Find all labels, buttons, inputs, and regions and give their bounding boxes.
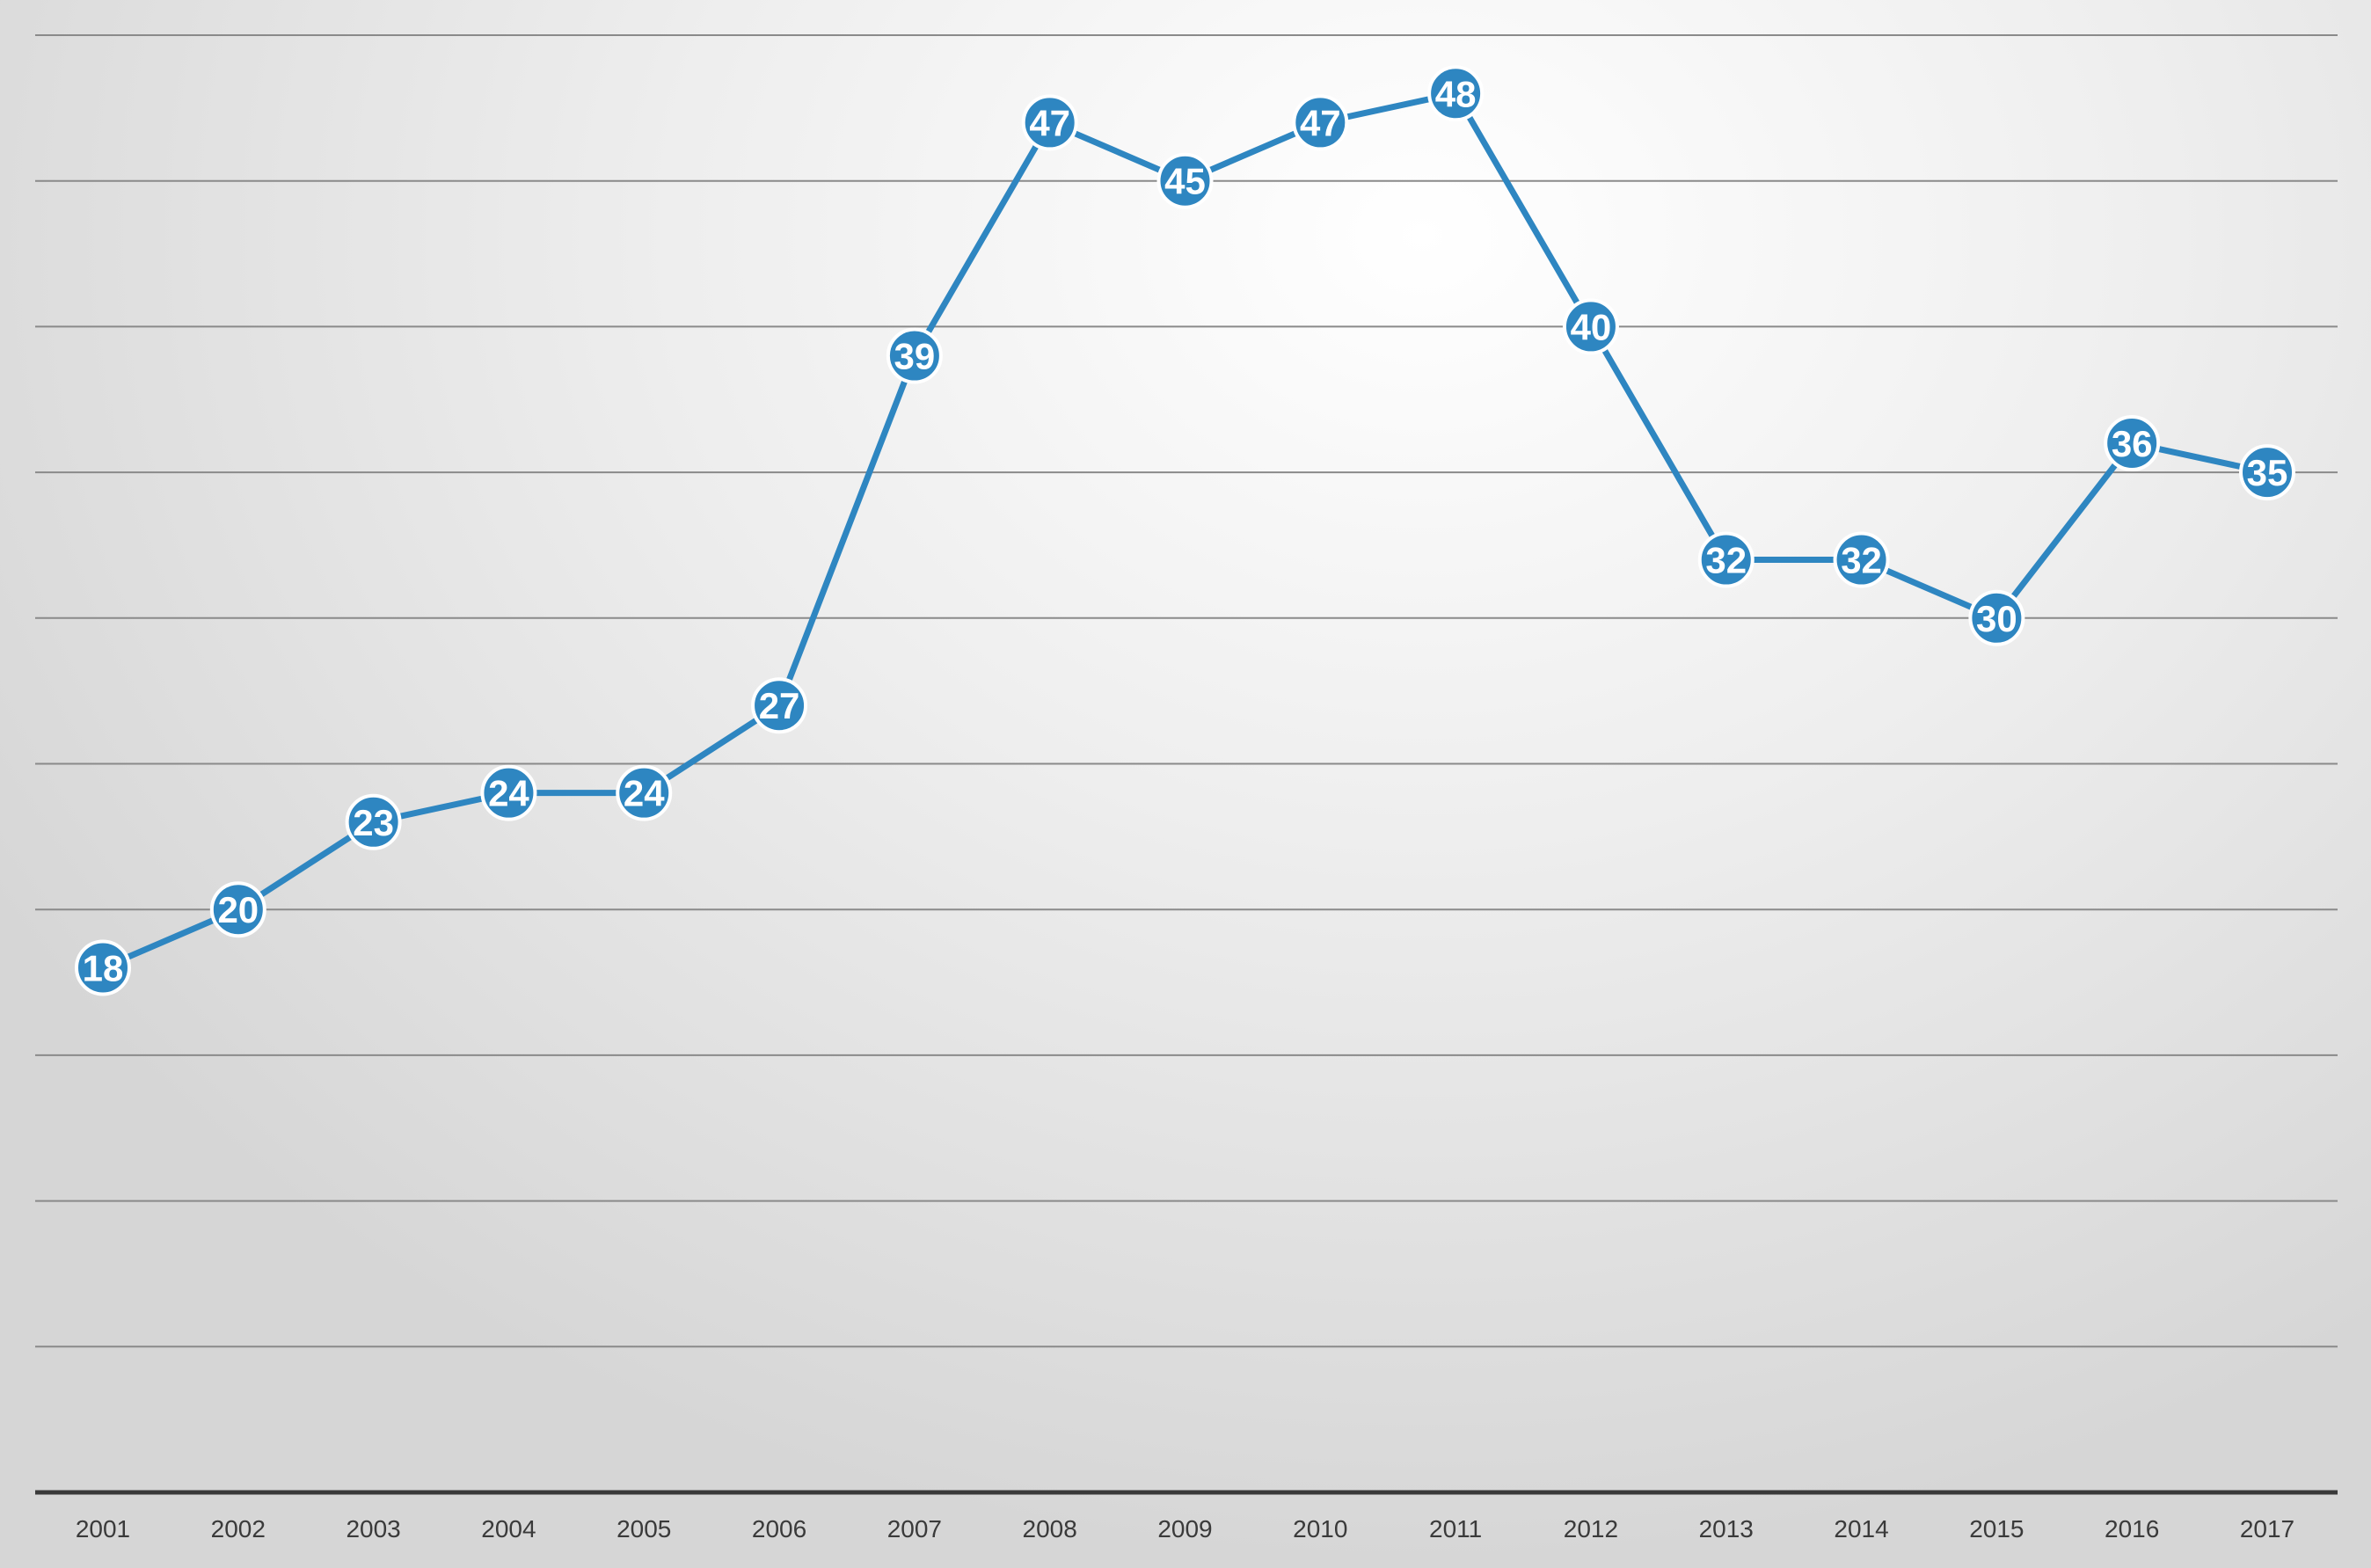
data-point: 39 [886,327,943,384]
data-marker [1833,531,1890,588]
data-label: 47 [1300,102,1341,143]
data-point: 20 [209,881,266,938]
data-marker [209,881,266,938]
data-label: 39 [894,336,936,377]
data-label: 27 [759,685,800,726]
x-tick-label: 2007 [887,1515,942,1542]
data-label: 48 [1435,73,1477,114]
gridlines [35,34,2338,1348]
x-tick-label: 2009 [1157,1515,1212,1542]
data-label: 32 [1841,540,1882,581]
x-tick-label: 2006 [752,1515,806,1542]
data-point: 32 [1833,531,1890,588]
data-point: 36 [2104,414,2161,471]
data-marker [1427,65,1485,122]
data-point: 27 [751,677,808,734]
x-tick-label: 2008 [1023,1515,1077,1542]
data-label: 36 [2112,423,2153,464]
x-tick-label: 2002 [211,1515,266,1542]
data-marker [345,793,402,850]
data-label: 24 [624,773,665,814]
x-tick-label: 2014 [1834,1515,1888,1542]
data-point: 35 [2239,444,2295,501]
data-marker [75,939,131,996]
data-label: 45 [1164,161,1206,202]
x-tick-label: 2001 [76,1515,130,1542]
data-point: 48 [1427,65,1485,122]
data-point: 23 [345,793,402,850]
x-tick-label: 2010 [1293,1515,1347,1542]
data-label: 20 [217,889,259,930]
x-tick-label: 2015 [1969,1515,2024,1542]
data-marker [1968,589,2025,646]
data-label: 24 [488,773,529,814]
x-tick-label: 2012 [1564,1515,1618,1542]
data-marker [1156,152,1214,209]
data-point: 45 [1156,152,1214,209]
data-marker [1697,531,1755,588]
data-point: 24 [480,764,537,821]
x-tick-label: 2003 [346,1515,400,1542]
data-marker [2104,414,2161,471]
data-point: 32 [1697,531,1755,588]
data-label: 18 [83,947,124,988]
data-marker [751,677,808,734]
data-marker [1021,94,1078,151]
data-marker [480,764,537,821]
series-line [101,90,2268,971]
data-label: 30 [1976,598,2017,639]
data-marker [2239,444,2295,501]
x-tick-label: 2013 [1699,1515,1754,1542]
data-points: 18 20 23 24 24 27 39 47 45 47 48 40 32 32 30 36 35 [75,65,2295,996]
data-marker [886,327,943,384]
data-point: 30 [1968,589,2025,646]
data-label: 32 [1705,540,1747,581]
x-tick-label: 2004 [481,1515,536,1542]
data-label: 35 [2247,452,2288,493]
x-tick-label: 2016 [2105,1515,2159,1542]
data-marker [616,764,673,821]
data-label: 23 [353,802,394,843]
data-point: 24 [616,764,673,821]
x-tick-label: 2011 [1429,1515,1482,1542]
data-label: 40 [1571,306,1612,347]
data-point: 47 [1021,94,1078,151]
data-point: 47 [1292,94,1349,151]
data-label: 47 [1029,102,1070,143]
data-point: 18 [75,939,131,996]
x-tick-label: 2005 [616,1515,671,1542]
x-tick-label: 2017 [2240,1515,2294,1542]
data-point: 40 [1562,298,1619,355]
x-axis-ticks: 2001 2002 2003 2004 2005 2006 2007 2008 2009 2010… [76,1515,2294,1542]
data-marker [1292,94,1349,151]
data-marker [1562,298,1619,355]
